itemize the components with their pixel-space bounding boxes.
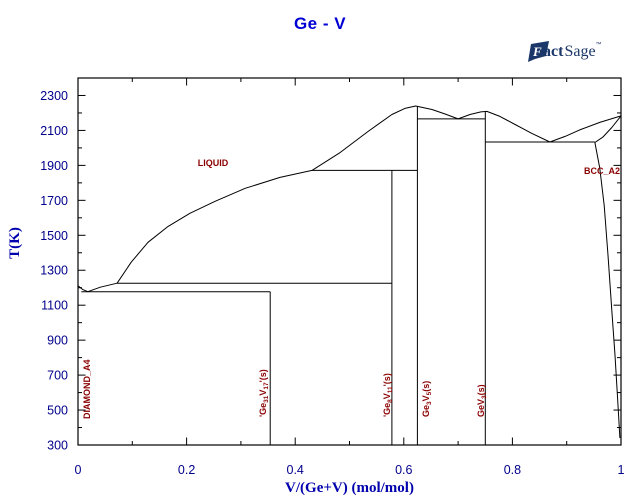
phase-label-gev3: GeV3(s) (476, 384, 488, 417)
y-tick-label: 900 (47, 334, 68, 348)
boundary-bcc-solvus (594, 142, 621, 439)
y-tick-label: 500 (47, 404, 68, 418)
y-axis-title: T(K) (7, 227, 23, 259)
logo-trademark: ™ (595, 42, 602, 48)
boundary-liquidus (77, 105, 622, 293)
y-tick-label: 1700 (40, 194, 68, 208)
y-tick-label: 2100 (40, 124, 68, 138)
logo-letter-f: F (532, 44, 542, 59)
x-tick-label: 0.2 (178, 463, 195, 477)
axis-ticks (77, 78, 622, 446)
phase-label-ge3v5: Ge3V5(s) (421, 381, 433, 417)
phase-label-bcc-a2: BCC_A2 (584, 166, 620, 176)
x-tick-label: 0.8 (504, 463, 521, 477)
x-tick-label: 1 (618, 463, 625, 477)
y-tick-label: 300 (47, 439, 68, 453)
chart-title: Ge - V (293, 14, 347, 33)
y-tick-label: 2300 (40, 89, 68, 103)
phase-label-ge8v11: 'Ge8V11'(s) (382, 373, 394, 417)
phase-label-diamond-a4: DIAMOND_A4 (82, 359, 92, 419)
y-tick-label: 1500 (40, 229, 68, 243)
y-tick-label: 700 (47, 369, 68, 383)
x-axis-title: V/(Ge+V) (mol/mol) (285, 480, 414, 496)
factsage-flag-icon: F (528, 41, 549, 62)
boundary-bcc-solidus (594, 115, 622, 143)
phase-label-ge31v17: 'Ge31V17'(s) (258, 369, 270, 417)
phase-label-liquid: LIQUID (198, 158, 229, 168)
logo-text-sage: Sage (564, 43, 596, 60)
logo-text-fact: act (543, 43, 564, 60)
y-tick-label: 1100 (41, 299, 68, 313)
x-tick-label: 0.4 (287, 463, 304, 477)
factsage-logo: F act Sage ™ (526, 38, 602, 66)
y-tick-label: 1300 (40, 264, 68, 278)
x-tick-label: 0 (75, 463, 82, 477)
x-tick-label: 0.6 (395, 463, 412, 477)
plot-border (77, 77, 622, 446)
flag-shape (528, 41, 549, 62)
y-tick-label: 1900 (40, 159, 68, 173)
